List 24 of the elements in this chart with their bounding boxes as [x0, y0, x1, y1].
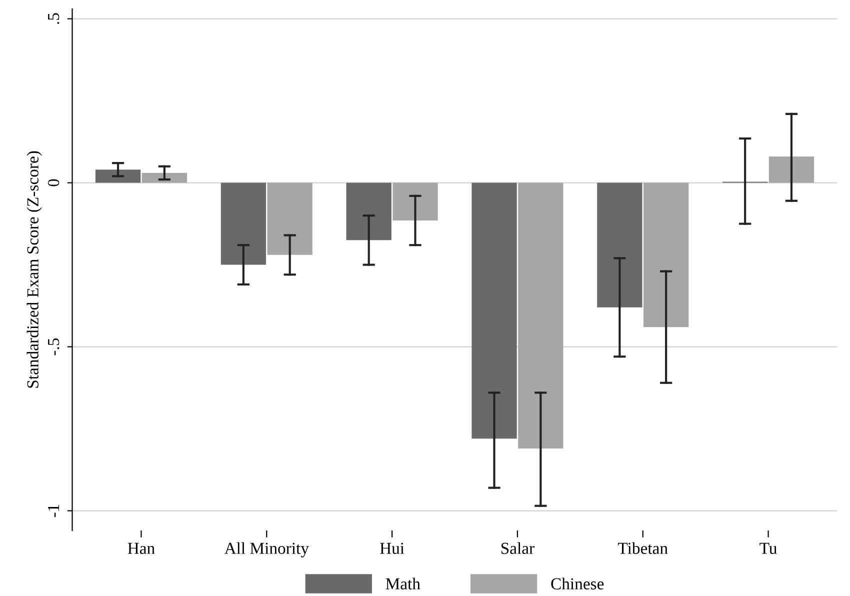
bar — [768, 156, 814, 183]
x-tick-label: Salar — [501, 542, 534, 554]
bar — [518, 182, 564, 448]
y-tick-label: 0 — [48, 179, 60, 186]
legend-label: Math — [386, 578, 420, 590]
legend-label: Chinese — [551, 578, 604, 590]
bar — [220, 182, 266, 265]
x-tick-label: Tu — [760, 542, 777, 554]
y-axis-title: Standardized Exam Score (Z-score) — [26, 151, 42, 388]
bar — [142, 172, 187, 183]
y-tick-label: -1 — [48, 504, 59, 518]
x-tick-label: Han — [128, 542, 155, 554]
bar — [95, 170, 141, 183]
y-tick-label: -.5 — [48, 338, 60, 356]
x-tick-label: Hui — [380, 542, 404, 554]
bar — [643, 182, 689, 328]
bar — [267, 182, 312, 255]
bar — [472, 182, 517, 439]
bar — [392, 182, 438, 220]
bar — [597, 182, 642, 308]
y-tick-label: .5 — [48, 13, 60, 24]
x-tick-label: All Minority — [224, 542, 309, 558]
x-tick-label: Tibetan — [618, 542, 668, 554]
bar — [346, 182, 392, 240]
